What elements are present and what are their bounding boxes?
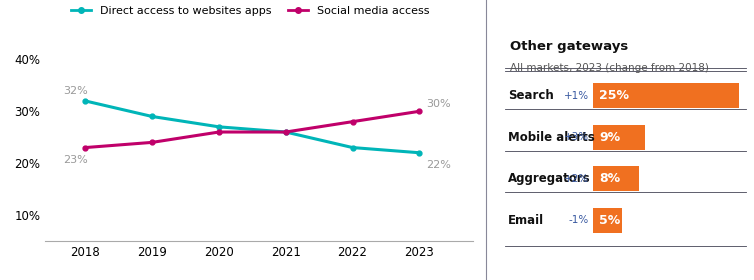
Text: Other gateways: Other gateways [510, 40, 629, 53]
Text: Email: Email [508, 214, 544, 227]
Text: +1%: +1% [563, 91, 589, 101]
Text: 22%: 22% [426, 160, 451, 170]
Text: 32%: 32% [63, 86, 88, 96]
Bar [593, 125, 645, 150]
Bar [593, 166, 639, 191]
Text: -1%: -1% [569, 215, 589, 225]
Text: 5%: 5% [599, 214, 621, 227]
Text: 23%: 23% [63, 155, 88, 165]
Text: 30%: 30% [426, 99, 451, 109]
Text: All markets, 2023 (change from 2018): All markets, 2023 (change from 2018) [510, 63, 710, 73]
Text: +3%: +3% [563, 132, 589, 142]
Bar [593, 83, 739, 108]
Text: Search: Search [508, 89, 553, 102]
Text: 8%: 8% [599, 172, 620, 185]
Text: 9%: 9% [599, 131, 620, 144]
Bar [593, 208, 622, 232]
Text: +2%: +2% [563, 174, 589, 184]
Text: Aggregators: Aggregators [508, 172, 590, 185]
Text: Mobile alerts: Mobile alerts [508, 131, 595, 144]
Text: 25%: 25% [599, 89, 629, 102]
Legend: Direct access to websites apps, Social media access: Direct access to websites apps, Social m… [67, 2, 434, 21]
